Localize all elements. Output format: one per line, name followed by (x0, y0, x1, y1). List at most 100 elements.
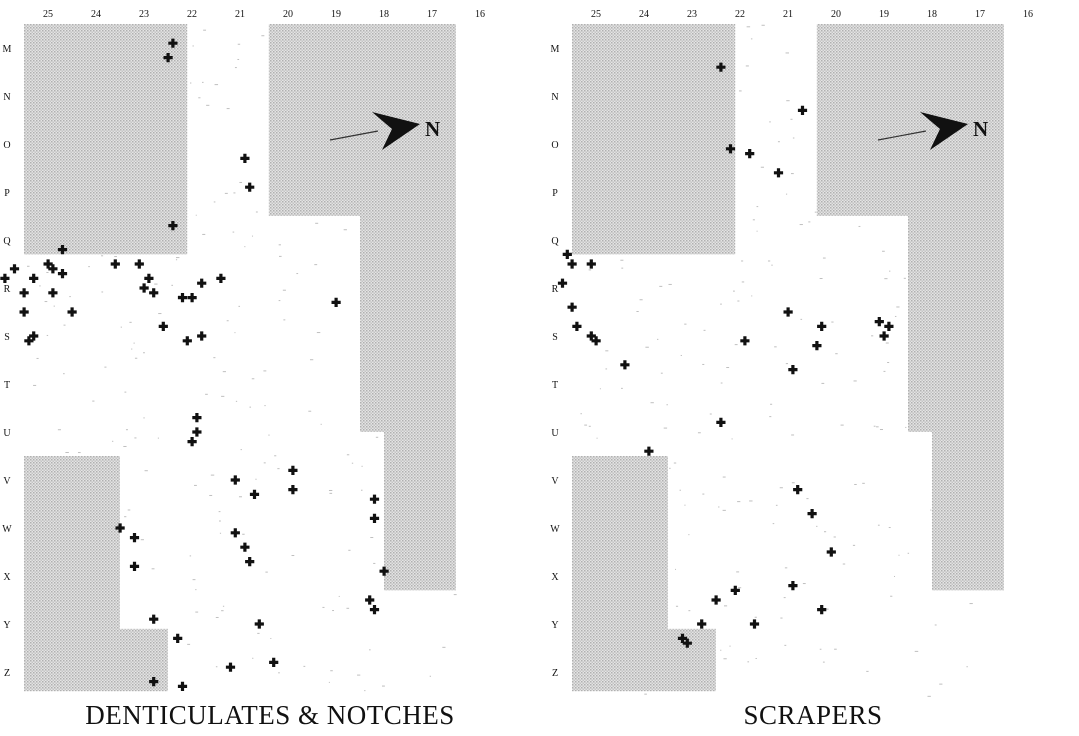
debris-speck (673, 462, 677, 464)
debris-speck (238, 496, 242, 498)
debris-speck (888, 527, 891, 529)
debris-speck (291, 555, 295, 557)
north-arrow-shaft (877, 130, 927, 141)
column-label-25: 25 (591, 9, 601, 20)
debris-speck (244, 246, 246, 248)
debris-speck (770, 403, 773, 405)
debris-speck (866, 670, 869, 672)
map-panel-scrapers: 25 24 23 22 21 20 19 18 17 16 M N O P Q R S T U V W X Y Z N (550, 9, 1033, 697)
debris-speck (111, 440, 114, 442)
row-label-T: T (4, 380, 10, 391)
debris-speck (238, 305, 241, 307)
debris-speck (822, 661, 825, 663)
find-marker (331, 297, 341, 307)
debris-speck (882, 250, 885, 252)
debris-speck (650, 402, 654, 404)
column-label-18: 18 (379, 9, 389, 20)
debris-speck (283, 319, 286, 321)
debris-speck (588, 269, 592, 271)
find-marker (716, 62, 726, 72)
column-label-22: 22 (187, 9, 197, 20)
debris-speck (218, 511, 221, 513)
shaded-area-east (908, 216, 1004, 432)
row-label-V: V (551, 476, 559, 487)
debris-speck (234, 67, 237, 69)
find-marker (192, 413, 202, 423)
find-marker (163, 53, 173, 63)
debris-speck (57, 429, 61, 431)
row-label-N: N (551, 92, 558, 103)
debris-speck (192, 45, 194, 47)
find-marker (230, 528, 240, 538)
debris-speck (255, 211, 258, 213)
debris-speck (234, 332, 236, 334)
debris-speck (737, 501, 741, 503)
find-marker (139, 283, 149, 293)
debris-speck (893, 575, 896, 577)
find-marker (48, 288, 58, 298)
find-marker (817, 321, 827, 331)
debris-speck (754, 616, 757, 618)
debris-speck (840, 424, 844, 426)
debris-speck (720, 382, 723, 384)
debris-speck (668, 283, 672, 285)
debris-speck (734, 344, 738, 346)
debris-speck (92, 400, 95, 402)
debris-speck (780, 617, 783, 619)
row-label-R: R (4, 284, 11, 295)
debris-speck (755, 657, 757, 659)
column-label-22: 22 (735, 9, 745, 20)
column-labels: 25 24 23 22 21 20 19 18 17 16 (43, 9, 485, 20)
find-marker (43, 259, 53, 269)
debris-speck (282, 289, 286, 291)
debris-speck (934, 624, 937, 626)
shaded-area-northwest-step (572, 216, 599, 255)
debris-speck (749, 500, 753, 502)
row-label-Z: Z (4, 668, 10, 679)
debris-speck (767, 260, 771, 262)
debris-speck (361, 465, 363, 467)
debris-speck (769, 121, 771, 123)
debris-speck (702, 363, 705, 365)
row-label-N: N (3, 92, 10, 103)
debris-speck (53, 305, 55, 307)
shaded-area-south-annex-ext (668, 628, 716, 692)
debris-speck (373, 562, 376, 564)
row-label-O: O (551, 140, 558, 151)
row-labels: M N O P Q R S T U V W X Y Z (2, 44, 12, 679)
find-marker (620, 360, 630, 370)
debris-speck (822, 257, 826, 259)
debris-speck (825, 608, 829, 610)
find-marker (562, 249, 572, 259)
debris-speck (905, 426, 907, 428)
debris-speck (195, 214, 197, 216)
find-marker (288, 465, 298, 475)
find-marker (192, 427, 202, 437)
caption-denticulates: DENTICULATES & NOTCHES (85, 700, 455, 730)
row-label-Q: Q (3, 236, 11, 247)
debris-speck (46, 334, 49, 336)
find-marker (879, 331, 889, 341)
find-markers (0, 38, 389, 691)
debris-speck (645, 346, 649, 348)
scatter-debris (27, 29, 457, 692)
debris-speck (877, 524, 880, 526)
debris-speck (779, 487, 783, 489)
map-panel-denticulates: 25 24 23 22 21 20 19 18 17 16 M N O P Q R S T U V W X Y Z N (0, 9, 485, 692)
find-marker (793, 485, 803, 495)
debris-speck (232, 231, 235, 233)
debris-speck (596, 437, 598, 439)
find-marker (245, 557, 255, 567)
find-marker (134, 259, 144, 269)
debris-speck (751, 295, 753, 297)
shaded-area-northwest-step (24, 216, 51, 255)
find-marker (644, 446, 654, 456)
debris-speck (278, 300, 281, 302)
find-marker (269, 657, 279, 667)
row-label-Q: Q (551, 236, 559, 247)
find-marker (369, 494, 380, 504)
debris-speck (131, 348, 133, 350)
north-label: N (973, 117, 988, 141)
find-marker (826, 547, 836, 557)
debris-speck (346, 454, 350, 456)
